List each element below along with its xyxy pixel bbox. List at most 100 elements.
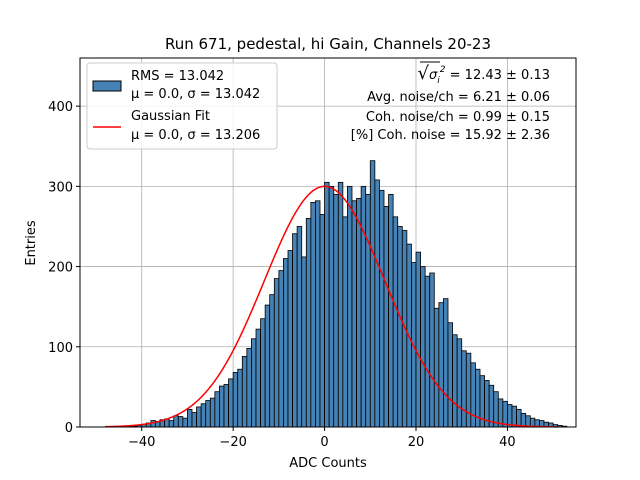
histogram-bar [214,391,220,428]
histogram-bar [502,400,508,428]
annotation-coh-noise: Coh. noise/ch = 0.99 ± 0.15 [366,110,550,125]
y-tick-label: 0 [65,421,73,436]
histogram-bar [511,405,517,428]
annotation-sigma: √σi2 = 12.43 ± 0.13 [418,63,550,86]
histogram-bar [429,272,435,428]
histogram-bar [269,294,275,428]
legend-swatch-histogram [92,80,122,92]
y-tick-label: 400 [48,100,73,115]
histogram-bar [260,318,266,428]
histogram-bar [443,298,449,428]
histogram-bar [452,334,458,428]
x-axis-ticks: −40 −20 0 20 40 [128,427,516,450]
histogram-bar [337,181,344,428]
histogram-bar [328,185,335,428]
histogram-bar [424,275,431,428]
histogram-bar [246,347,252,428]
histogram-bar [516,408,522,428]
histogram-bar [392,216,399,428]
histogram-bar [200,403,207,428]
plot-frame [79,57,577,428]
histogram-bar [470,362,476,428]
histogram-bar [273,278,280,428]
histogram-bar [420,266,426,428]
histogram-bar [433,307,440,428]
histogram-bar [465,352,472,428]
histogram-bar [287,250,293,428]
histogram-bar [168,420,175,428]
histogram-bar [228,378,234,428]
y-tick-label: 200 [48,261,73,276]
histogram-bar [173,415,179,428]
histogram-bar [205,400,211,428]
histogram-bar [319,214,325,428]
histogram-bar [223,384,229,428]
gaussian-fit-curve [105,185,558,428]
histogram-bar [525,415,531,428]
histogram-bar [264,304,271,428]
histogram-bar [379,189,385,428]
histogram-bar [310,201,316,428]
x-axis-label: ADC Counts [289,456,367,471]
y-axis-ticks: 0 100 200 300 400 [48,100,80,436]
legend-box [86,62,278,150]
histogram-bar [182,417,188,428]
histogram-bar [447,322,453,428]
histogram-bar [278,270,284,428]
histogram-bar [374,179,380,428]
legend-label-fit-params: μ = 0.0, σ = 13.206 [131,128,260,143]
histogram-bar [324,181,330,428]
histogram-bar [438,302,444,428]
histogram-bar [232,372,239,428]
histogram-bar [397,226,403,428]
histogram-bar [507,404,513,428]
histogram-bar [305,218,312,428]
histogram-bar [209,397,216,428]
histogram-bar [196,406,202,428]
y-axis-label: Entries [24,220,39,266]
x-tick-label: 0 [320,435,328,450]
histogram-bar [456,338,463,428]
histogram-bar [347,185,353,428]
x-tick-label: 20 [408,435,425,450]
noise-annotations: √σi2 = 12.43 ± 0.13 Avg. noise/ch = 6.21… [351,61,550,143]
legend-label-fit: Gaussian Fit [131,109,210,124]
histogram-bar [255,328,261,428]
histogram-bar [251,338,257,428]
x-tick-label: 40 [499,435,516,450]
x-tick-label: −40 [128,435,155,450]
histogram-bar [383,206,389,428]
histogram-bar [241,356,248,428]
histogram-bar [342,216,348,428]
annotation-coh-noise-percent: [%] Coh. noise = 15.92 ± 2.36 [351,128,550,143]
histogram-bar [365,193,371,428]
histogram-bar [388,193,394,428]
y-tick-label: 300 [48,180,73,195]
histogram-bar [187,408,193,428]
histogram-bar [415,251,421,428]
histogram-bar [296,226,303,428]
histogram-bar [356,197,362,428]
legend: RMS = 13.042 μ = 0.0, σ = 13.042 Gaussia… [86,62,278,150]
histogram-bar [520,412,527,428]
histogram-bar [237,368,243,428]
histogram-bar [283,258,289,428]
y-tick-label: 100 [48,341,73,356]
histogram-bar [315,200,321,428]
histogram-bar [360,185,367,428]
x-tick-label: −20 [219,435,246,450]
legend-label-histogram-params: μ = 0.0, σ = 13.042 [131,87,260,102]
chart-title: Run 671, pedestal, hi Gain, Channels 20-… [165,35,491,53]
histogram-bar [301,256,307,428]
legend-label-histogram: RMS = 13.042 [131,69,224,84]
histogram-bar [292,233,298,428]
histogram-bar [177,416,184,428]
histogram-bar [461,350,467,428]
histogram-bar [351,200,357,428]
annotation-avg-noise: Avg. noise/ch = 6.21 ± 0.06 [367,90,550,105]
histogram-bar [333,193,339,428]
histogram-bar [219,385,225,428]
histogram-bar [369,160,376,428]
histogram-bar [191,412,197,428]
